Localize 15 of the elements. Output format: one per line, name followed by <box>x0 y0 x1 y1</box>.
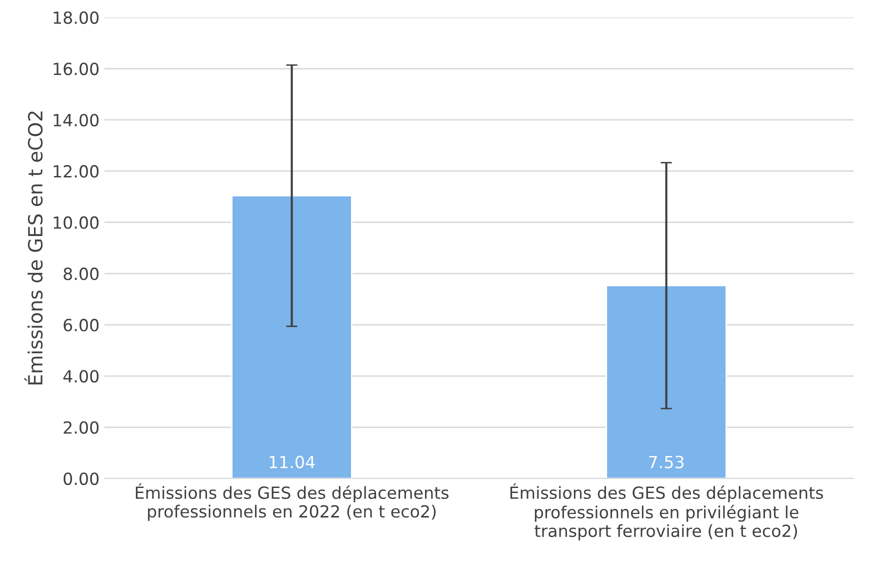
y-tick-label: 10.00 <box>54 216 99 229</box>
y-tick-label: 14.00 <box>54 114 99 126</box>
y-tick-label: 8.00 <box>64 268 99 280</box>
y-tick-label: 6.00 <box>64 318 99 332</box>
y-tick-label: 18.00 <box>54 11 99 24</box>
y-tick-label: 2.00 <box>64 421 99 434</box>
y-axis-title: Émissions de GES en t eCO2 <box>24 112 43 384</box>
y-tick-label: 12.00 <box>54 165 99 178</box>
y-tick-label: 4.00 <box>63 370 99 383</box>
y-tick-label: 16.00 <box>54 62 99 76</box>
data-label: 7.53 <box>649 456 684 468</box>
y-tick-label: 0.00 <box>64 472 99 486</box>
x-tick-label: Émissions des GES des déplacements professionnels en privilégiant le transport ferroviaire (en t eco2) <box>510 483 824 540</box>
data-label: 11.04 <box>270 456 315 468</box>
x-tick-label: Émissions des GES des déplacements professionnels en 2022 (en t eco2) <box>136 483 448 521</box>
